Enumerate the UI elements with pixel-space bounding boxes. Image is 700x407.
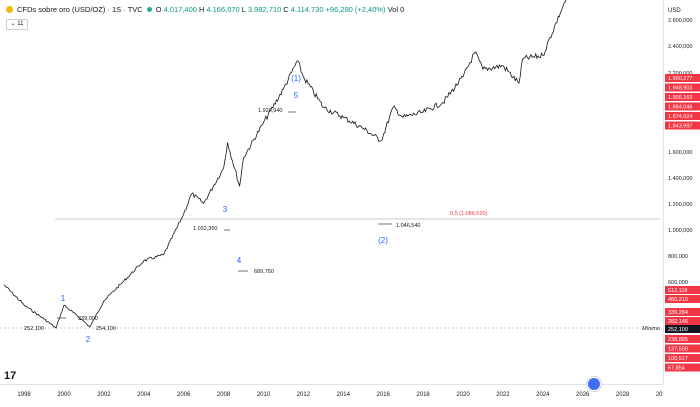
price-badge-top-4: 1.874,924: [668, 114, 692, 120]
price-badge-top-3-bg: [665, 102, 700, 111]
price-badge-mid-0-bg: [665, 286, 700, 294]
price-badge-top-2-bg: [665, 93, 700, 101]
tradingview-logo: 17: [4, 370, 17, 382]
gold-symbol-icon: [6, 6, 13, 13]
price-badge-bottom-2-bg: [665, 354, 700, 362]
time-tick-2008: 2008: [217, 392, 231, 398]
price-label-14: 0.5 (1.086,520): [450, 211, 487, 217]
price-badge-top-3: 1.884,046: [668, 105, 692, 111]
price-badge-top-1-bg: [665, 83, 700, 92]
minimo-label-bg: [640, 324, 663, 332]
price-badge-low-1: 282,146: [668, 319, 688, 325]
low-value: 3.982,710: [247, 5, 282, 14]
open-value: 4.017,400: [163, 5, 197, 14]
time-tick-2018: 2018: [416, 392, 430, 398]
time-tick-2002: 2002: [97, 392, 111, 398]
time-tick-1998: 1998: [17, 392, 31, 398]
price-badge-top-5: 1.843,997: [668, 124, 692, 130]
time-tick-2024: 2024: [536, 392, 550, 398]
price-badge-bottom-1: 137,500: [668, 347, 688, 353]
price-line: [3, 0, 567, 329]
price-badge-bottom-3-bg: [665, 363, 700, 372]
time-tick-2012: 2012: [297, 392, 311, 398]
time-tick-2028: 2028: [616, 392, 630, 398]
time-tick-2026: 2026: [576, 392, 590, 398]
time-axis[interactable]: 1998 2000 2002 2004 2006 2008 2010 2012 2014 2016…: [0, 384, 670, 402]
wave-label-5: 2: [86, 335, 91, 344]
price-badge-low-0-bg: [665, 308, 700, 316]
price-label-8: 1.032,350: [193, 226, 217, 232]
price-tick-0: 2.600,000: [668, 18, 692, 24]
price-badge-mid-0: 512,118: [668, 288, 687, 294]
minimo-label: Mínimo: [642, 326, 660, 332]
wave-label-3: 4: [237, 256, 242, 265]
price-badge-low-1-bg: [665, 317, 700, 325]
price-chart[interactable]: (1) 5 3 4 1 2 (2) 1.920,940 1.032,350 689,750 339,…: [0, 0, 663, 384]
high-value: 4.166,070: [206, 5, 240, 14]
price-badge-bottom-3: 57,854: [668, 366, 685, 372]
time-tick-2004: 2004: [137, 392, 151, 398]
price-badge-top-1: 1.948,903: [668, 86, 692, 92]
price-tick-1: 2.400,000: [668, 44, 692, 50]
price-label-13: 1.046,540: [396, 223, 420, 229]
price-badge-top-0-bg: [665, 74, 700, 82]
price-badge-bottom-1-bg: [665, 344, 700, 353]
time-tick-2030: 2030: [656, 392, 663, 398]
price-label-11: 252,100: [24, 326, 44, 332]
price-badge-bottom-0-bg: [665, 335, 700, 343]
price-axis[interactable]: USD 2.200,0002.600,0002.400,0001.600,000…: [663, 0, 700, 383]
time-tick-2020: 2020: [456, 392, 470, 398]
time-tick-2010: 2010: [257, 392, 271, 398]
market-status-icon: [146, 7, 152, 12]
price-badge-bottom-2: 100,517: [668, 356, 688, 362]
price-tick-5: 1.000,000: [668, 228, 692, 234]
price-tick-6: 800,000: [668, 254, 688, 260]
price-badge-low-0: 339,284: [668, 310, 688, 316]
symbol-title[interactable]: CFDs sobre oro (USD/OZ) · 1S · TVC: [17, 5, 143, 14]
price-tick-2: 1.600,000: [668, 150, 692, 156]
events-flag-icon[interactable]: [587, 377, 601, 391]
price-badge-top-2: 1.906,163: [668, 95, 692, 101]
price-badge-top-0: 1.990,277: [668, 76, 692, 82]
chevron-down-icon: ⌄: [10, 21, 18, 27]
price-label-7: 1.920,940: [258, 108, 282, 114]
close-value: 4.114,730: [290, 5, 324, 14]
indicators-toggle[interactable]: ⌄ 11: [6, 19, 28, 30]
price-label-10: 339,000: [78, 316, 98, 322]
wave-label-2: 3: [223, 205, 228, 214]
price-badge-top-4-bg: [665, 112, 700, 120]
price-label-12: 254,100: [96, 326, 116, 332]
volume-value: Vol 0: [387, 5, 405, 14]
currency-label: USD: [668, 8, 681, 14]
price-label-9: 689,750: [254, 269, 274, 275]
time-tick-2014: 2014: [337, 392, 351, 398]
chart-legend: CFDs sobre oro (USD/OZ) · 1S · TVC O 4.01…: [0, 0, 660, 32]
wave-label-0: (1): [291, 74, 301, 83]
minimo-badge-bg: [665, 325, 700, 333]
price-tick-7: 600,000: [668, 280, 688, 286]
wave-label-6: (2): [378, 236, 388, 245]
change-value: +96,290 (+2,40%): [325, 5, 386, 14]
price-tick-4: 1.200,000: [668, 202, 692, 208]
time-tick-2022: 2022: [496, 392, 510, 398]
time-tick-2006: 2006: [177, 392, 191, 398]
minimo-badge: 252,100: [668, 327, 688, 333]
price-badge-bottom-0: 238,895: [668, 337, 688, 343]
price-badge-mid-1-bg: [665, 295, 700, 303]
ohlc-line: CFDs sobre oro (USD/OZ) · 1S · TVC O 4.01…: [6, 5, 404, 14]
time-tick-2016: 2016: [377, 392, 391, 398]
price-badge-mid-1: 480,210: [668, 297, 688, 303]
price-tick-3: 1.400,000: [668, 176, 692, 182]
wave-label-4: 1: [61, 294, 66, 303]
price-badge-top-5-bg: [665, 121, 700, 130]
wave-label-1: 5: [294, 91, 299, 100]
time-tick-2000: 2000: [57, 392, 71, 398]
